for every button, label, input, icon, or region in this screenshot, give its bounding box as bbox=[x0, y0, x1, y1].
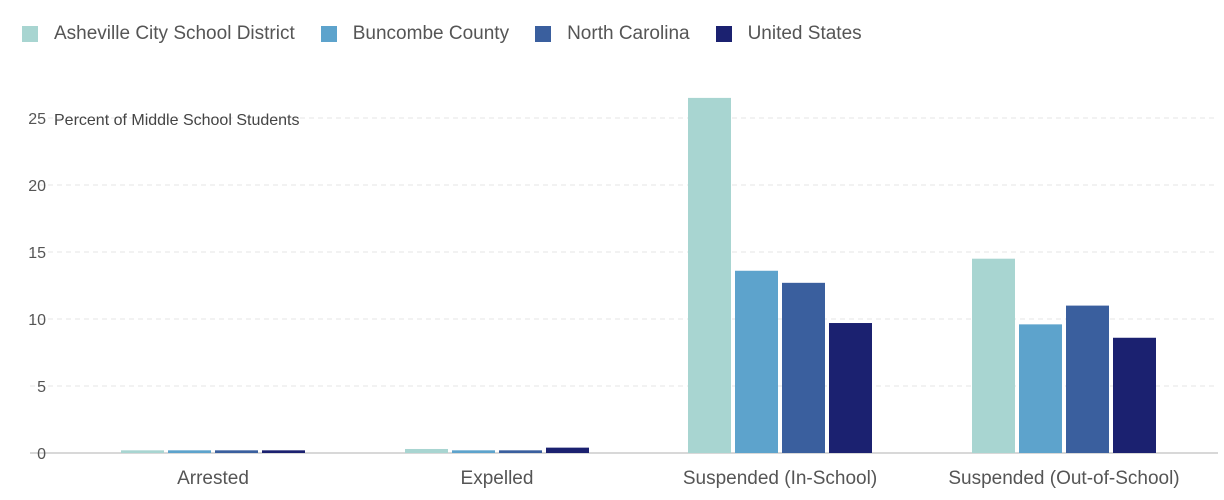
legend-item-north-carolina[interactable]: North Carolina bbox=[535, 23, 690, 45]
bar[interactable] bbox=[829, 323, 872, 453]
bar[interactable] bbox=[215, 450, 258, 453]
y-axis-title: Percent of Middle School Students bbox=[54, 112, 299, 129]
bar[interactable] bbox=[546, 447, 589, 453]
bar[interactable] bbox=[1113, 337, 1156, 453]
bars bbox=[121, 97, 1156, 454]
x-tick-label: Expelled bbox=[461, 468, 534, 489]
x-axis: Arrested Expelled Suspended (In-School) Sus… bbox=[177, 468, 1180, 489]
y-tick-label: 5 bbox=[37, 379, 46, 396]
bar[interactable] bbox=[405, 448, 448, 453]
bar[interactable] bbox=[452, 450, 495, 453]
bar[interactable] bbox=[735, 270, 778, 453]
legend-swatch-united-states bbox=[715, 26, 732, 42]
x-tick-label: Arrested bbox=[177, 468, 249, 489]
bar[interactable] bbox=[499, 450, 542, 453]
x-tick-label: Suspended (In-School) bbox=[683, 468, 877, 489]
y-tick-label: 15 bbox=[28, 245, 46, 262]
legend-item-united-states[interactable]: United States bbox=[715, 23, 862, 45]
bar[interactable] bbox=[1066, 305, 1109, 453]
legend-label-united-states: United States bbox=[747, 23, 862, 44]
legend-swatch-asheville bbox=[22, 26, 38, 42]
y-tick-label: 10 bbox=[28, 312, 46, 329]
legend-swatch-north-carolina bbox=[535, 26, 552, 42]
bar[interactable] bbox=[121, 450, 164, 453]
bar[interactable] bbox=[972, 258, 1015, 453]
bar[interactable] bbox=[688, 97, 731, 454]
y-axis: 0 5 10 15 20 25 bbox=[28, 111, 46, 463]
legend-item-asheville[interactable]: Asheville City School District bbox=[22, 23, 295, 45]
bar[interactable] bbox=[262, 450, 305, 453]
legend-swatch-buncombe bbox=[320, 26, 337, 42]
bar[interactable] bbox=[1019, 324, 1062, 453]
x-tick-label: Suspended (Out-of-School) bbox=[948, 468, 1179, 489]
legend-label-buncombe: Buncombe County bbox=[352, 23, 510, 44]
legend: Asheville City School District Buncombe … bbox=[22, 20, 888, 48]
legend-item-buncombe[interactable]: Buncombe County bbox=[320, 23, 510, 45]
legend-label-asheville: Asheville City School District bbox=[54, 23, 295, 44]
y-tick-label: 0 bbox=[37, 446, 46, 463]
y-tick-label: 25 bbox=[28, 111, 46, 128]
legend-label-north-carolina: North Carolina bbox=[567, 23, 690, 44]
bar[interactable] bbox=[168, 450, 211, 453]
y-tick-label: 20 bbox=[28, 178, 46, 195]
bar[interactable] bbox=[782, 282, 825, 453]
